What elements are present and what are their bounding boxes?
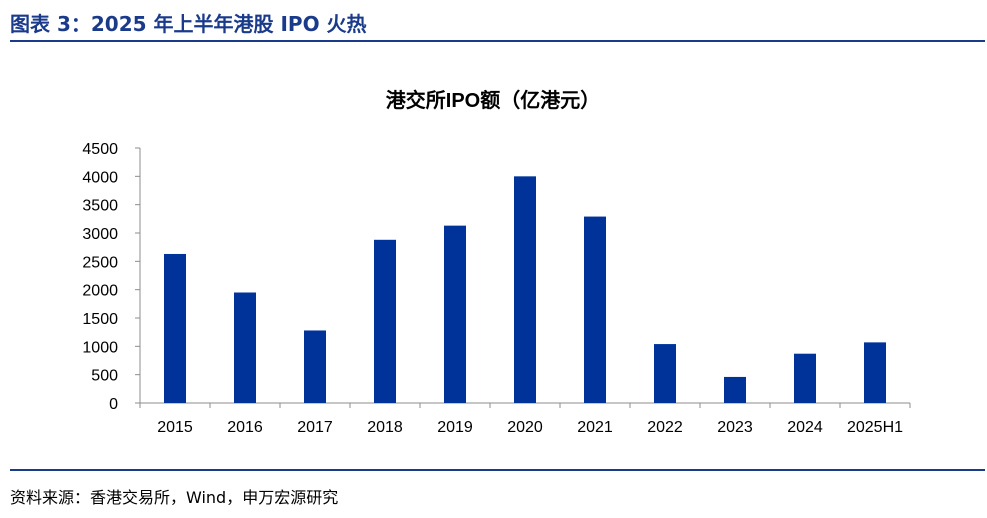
bar-2025H1 <box>864 342 886 403</box>
x-tick-label: 2019 <box>437 419 473 436</box>
y-tick-label: 1500 <box>82 311 118 328</box>
bar-2022 <box>654 344 676 403</box>
x-tick-label: 2021 <box>577 419 613 436</box>
x-tick-label: 2018 <box>367 419 403 436</box>
figure-title: 图表 3：2025 年上半年港股 IPO 火热 <box>10 12 367 36</box>
x-tick-label: 2025H1 <box>847 419 903 436</box>
y-tick-label: 2500 <box>82 254 118 271</box>
bar-2020 <box>514 176 536 403</box>
bars <box>164 176 886 403</box>
x-tick-label: 2017 <box>297 419 333 436</box>
bar-2023 <box>724 376 746 403</box>
x-tick-label: 2023 <box>717 419 753 436</box>
y-tick-label: 3000 <box>82 226 118 243</box>
x-tick-label: 2022 <box>647 419 683 436</box>
bar-2018 <box>374 239 396 403</box>
x-tick-label: 2024 <box>787 419 823 436</box>
x-tick-label: 2020 <box>507 419 543 436</box>
x-axis: 2015 2016 2017 2018 2019 2020 2021 2022 2023 2024… <box>139 402 911 436</box>
y-axis: 0 500 1000 1500 2000 2500 3000 3500 4000 4500 <box>82 141 141 413</box>
x-tick-label: 2015 <box>157 419 193 436</box>
figure-header: 图表 3：2025 年上半年港股 IPO 火热 <box>10 4 985 42</box>
y-tick-label: 1000 <box>82 339 118 356</box>
bar-2019 <box>444 225 466 403</box>
bar-2021 <box>584 216 606 403</box>
y-tick-label: 2000 <box>82 283 118 300</box>
y-tick-label: 500 <box>91 368 118 385</box>
bar-2015 <box>164 253 186 403</box>
y-tick-label: 4000 <box>82 169 118 186</box>
y-tick-label: 3500 <box>82 198 118 215</box>
bar-2016 <box>234 292 256 403</box>
footer-divider <box>10 469 985 471</box>
source-note: 资料来源：香港交易所，Wind，申万宏源研究 <box>10 488 339 507</box>
x-tick-label: 2016 <box>227 419 263 436</box>
bar-2017 <box>304 330 326 403</box>
chart-title: 港交所IPO额（亿港元） <box>386 88 600 112</box>
y-tick-label: 4500 <box>82 141 118 158</box>
y-tick-label: 0 <box>109 396 118 413</box>
bar-2024 <box>794 353 816 403</box>
